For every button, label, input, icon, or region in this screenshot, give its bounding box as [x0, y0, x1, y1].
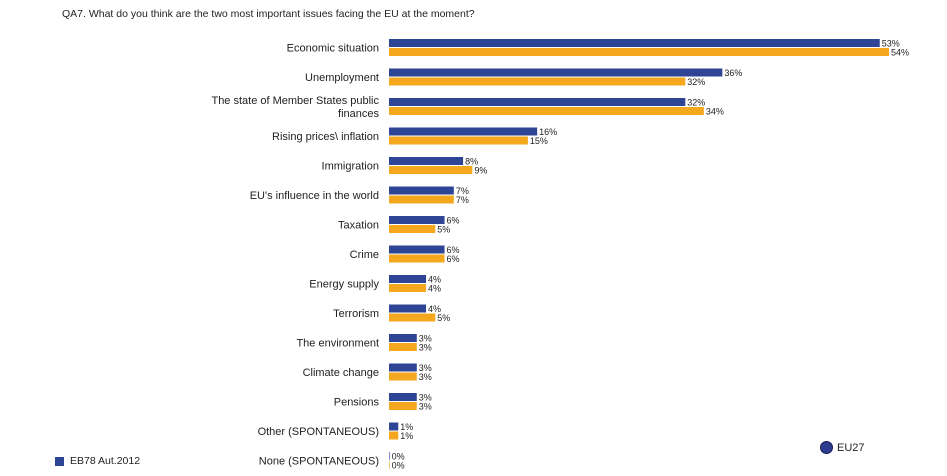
value-label: 3% — [419, 393, 432, 403]
bar-series-2 — [389, 284, 427, 292]
value-label: 7% — [456, 186, 469, 196]
category-label: Crime — [350, 249, 379, 261]
bar-series-2 — [389, 225, 436, 233]
value-label: 6% — [447, 254, 460, 264]
value-label: 3% — [419, 402, 432, 412]
category-label: Unemployment — [305, 72, 379, 84]
bar-series-2 — [389, 402, 417, 410]
value-label: 0% — [392, 452, 405, 462]
bar-series-1 — [389, 245, 445, 254]
value-label: 4% — [428, 284, 441, 294]
bar-series-2 — [389, 48, 889, 56]
category-label: finances — [338, 108, 379, 120]
bar-series-2 — [389, 254, 445, 263]
bar-series-1 — [389, 98, 686, 106]
value-label: 34% — [706, 107, 724, 117]
value-label: 3% — [419, 343, 432, 353]
value-label: 6% — [447, 216, 460, 226]
bar-series-1 — [389, 39, 880, 47]
category-label: Energy supply — [309, 279, 379, 291]
bar-series-2 — [389, 195, 454, 204]
bar-series-1 — [389, 157, 464, 165]
bar-series-2 — [389, 461, 390, 469]
bar-series-2 — [389, 431, 399, 440]
value-label: 9% — [474, 166, 487, 176]
eu-flag-icon — [820, 441, 833, 454]
category-label: Other (SPONTANEOUS) — [258, 426, 379, 438]
category-label: Climate change — [303, 367, 379, 379]
value-label: 32% — [687, 98, 705, 108]
value-label: 7% — [456, 195, 469, 205]
category-label: The state of Member States public — [211, 95, 379, 107]
bar-series-2 — [389, 107, 704, 115]
bar-series-1 — [389, 127, 538, 136]
bar-series-2 — [389, 372, 417, 381]
bar-series-2 — [389, 343, 417, 351]
category-label: None (SPONTANEOUS) — [259, 456, 379, 468]
value-label: 36% — [724, 68, 742, 78]
bar-series-1 — [389, 393, 417, 401]
question-title: QA7. What do you think are the two most … — [62, 8, 475, 20]
value-label: 1% — [400, 431, 413, 441]
value-label: 8% — [465, 157, 478, 167]
value-label: 4% — [428, 275, 441, 285]
value-label: 3% — [419, 372, 432, 382]
value-label: 1% — [400, 422, 413, 432]
bar-series-1 — [389, 363, 417, 372]
value-label: 5% — [437, 313, 450, 323]
legend-survey-label: EB78 Aut.2012 — [70, 455, 141, 467]
value-label: 53% — [882, 39, 900, 49]
value-label: 54% — [891, 48, 909, 58]
bar-series-1 — [389, 216, 445, 224]
category-label: EU's influence in the world — [250, 190, 379, 202]
bar-series-1 — [389, 422, 399, 431]
bar-series-1 — [389, 68, 723, 77]
legend-region: EU27 — [820, 441, 865, 454]
category-label: Economic situation — [287, 43, 379, 55]
bar-series-2 — [389, 77, 686, 86]
legend-survey: EB78 Aut.2012 — [55, 455, 140, 467]
category-label: Terrorism — [333, 308, 379, 320]
value-label: 3% — [419, 363, 432, 373]
bar-series-1 — [389, 452, 390, 460]
value-label: 16% — [539, 127, 557, 137]
value-label: 6% — [447, 245, 460, 255]
value-label: 15% — [530, 136, 548, 146]
bar-series-2 — [389, 166, 473, 174]
value-label: 0% — [392, 461, 405, 471]
category-label: Immigration — [322, 161, 379, 173]
bar-series-1 — [389, 275, 427, 283]
bar-series-2 — [389, 136, 528, 145]
value-label: 32% — [687, 77, 705, 87]
bar-series-2 — [389, 313, 436, 322]
bar-series-1 — [389, 186, 454, 195]
value-label: 5% — [437, 225, 450, 235]
category-label: Pensions — [334, 397, 380, 409]
value-label: 3% — [419, 334, 432, 344]
bar-series-1 — [389, 334, 417, 342]
legend-region-label: EU27 — [837, 441, 865, 454]
category-label: Taxation — [338, 220, 379, 232]
legend-survey-swatch — [55, 456, 64, 466]
category-label: The environment — [296, 338, 379, 350]
value-label: 4% — [428, 304, 441, 314]
category-label: Rising prices\ inflation — [272, 131, 379, 143]
bar-series-1 — [389, 304, 427, 313]
